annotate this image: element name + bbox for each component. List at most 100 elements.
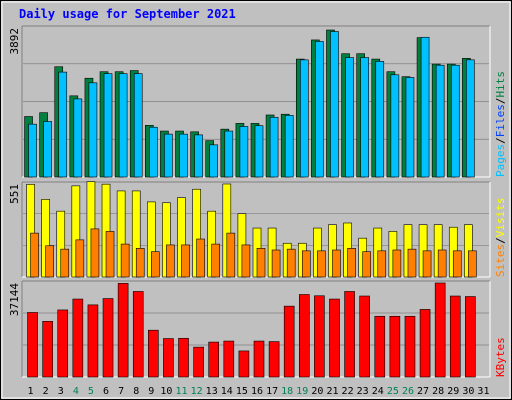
x-tick-label-day-11: 11: [175, 386, 187, 397]
bar-hits-files-day-23: [360, 57, 369, 178]
x-tick-label-day-22: 22: [342, 386, 354, 397]
x-tick-label-day-15: 15: [236, 386, 248, 397]
bar-hits-files-day-26: [405, 77, 415, 178]
bar-hits-files-day-8: [133, 73, 143, 178]
bar-kbytes-kbytes-day-8: [132, 291, 144, 378]
x-tick-label-day-26: 26: [402, 386, 414, 397]
bar-kbytes-kbytes-day-4: [72, 298, 84, 378]
y-max-label-visits: 551: [8, 184, 21, 204]
bar-kbytes-kbytes-day-29: [449, 295, 461, 378]
bar-hits-files-day-12: [194, 134, 203, 178]
bar-hits-files-day-19: [299, 59, 309, 178]
bar-visits-sites-day-30: [468, 250, 477, 278]
bar-visits-sites-day-17: [271, 249, 281, 278]
x-tick-label-day-28: 28: [432, 386, 444, 397]
x-tick-label-day-14: 14: [221, 386, 233, 397]
bar-kbytes-kbytes-day-20: [314, 295, 325, 378]
bar-visits-sites-day-6: [105, 231, 115, 278]
bar-hits-files-day-4: [73, 98, 83, 178]
bar-hits-files-day-22: [345, 57, 354, 178]
bar-kbytes-kbytes-day-10: [163, 338, 174, 378]
x-tick-label-day-9: 9: [148, 386, 154, 397]
bar-visits-sites-day-10: [166, 244, 175, 278]
bar-kbytes-kbytes-day-21: [329, 298, 340, 378]
panel-visits: 551 Sites/Visits: [8, 181, 507, 278]
bar-hits-files-day-21: [330, 31, 339, 178]
bar-kbytes-kbytes-day-16: [253, 340, 265, 378]
bar-kbytes-kbytes-day-22: [344, 291, 355, 378]
bar-hits-files-day-6: [103, 73, 113, 178]
bar-kbytes-kbytes-day-14: [223, 340, 235, 378]
x-tick-label-day-25: 25: [387, 386, 399, 397]
bar-visits-sites-day-29: [452, 250, 462, 278]
bar-hits-files-day-17: [269, 116, 279, 178]
bar-visits-sites-day-7: [120, 243, 130, 278]
bar-kbytes-kbytes-day-24: [374, 315, 386, 378]
x-tick-label-day-24: 24: [372, 386, 384, 397]
bar-visits-sites-day-8: [135, 248, 145, 278]
bar-hits-files-day-5: [88, 82, 98, 178]
x-tick-label-day-10: 10: [160, 386, 172, 397]
x-tick-label-day-5: 5: [88, 386, 94, 397]
bar-visits-sites-day-3: [60, 248, 70, 278]
bar-kbytes-kbytes-day-5: [87, 304, 99, 378]
legend-separator: /: [494, 98, 507, 105]
bar-kbytes-kbytes-day-26: [404, 315, 416, 378]
bar-hits-files-day-29: [450, 64, 460, 178]
bar-hits-files-day-24: [375, 61, 385, 178]
x-tick-label-day-6: 6: [103, 386, 109, 397]
bar-hits-files-day-10: [164, 133, 173, 178]
bar-visits-sites-day-21: [332, 249, 341, 278]
x-tick-label-day-31: 31: [477, 386, 489, 397]
bar-kbytes-kbytes-day-1: [27, 312, 38, 378]
bar-kbytes-kbytes-day-12: [193, 346, 204, 378]
legend-separator: /: [494, 137, 507, 144]
bar-visits-sites-day-13: [211, 243, 221, 278]
legend-visits: Sites/Visits: [494, 198, 507, 278]
x-tick-label-day-16: 16: [251, 386, 263, 397]
bar-hits-files-day-15: [239, 126, 249, 178]
x-tick-label-day-30: 30: [462, 386, 474, 397]
legend-item-files: Files: [494, 104, 507, 137]
x-tick-label-day-8: 8: [133, 386, 139, 397]
bar-kbytes-kbytes-day-9: [148, 329, 159, 378]
bar-visits-sites-day-2: [45, 245, 54, 278]
bar-visits-sites-day-24: [377, 250, 387, 278]
bar-hits-files-day-16: [254, 125, 264, 178]
bar-hits-files-day-25: [390, 74, 400, 178]
legend-kbytes: KBytes: [494, 337, 507, 377]
x-tick-label-day-4: 4: [73, 386, 79, 397]
x-tick-label-day-3: 3: [58, 386, 64, 397]
panel-kbytes: 37144 KBytes: [8, 280, 507, 378]
bar-kbytes-kbytes-day-11: [178, 337, 189, 378]
bar-kbytes-kbytes-day-13: [208, 341, 220, 378]
bar-visits-sites-day-25: [392, 249, 402, 278]
legend-hits: Pages/Files/Hits: [494, 71, 507, 177]
bar-kbytes-kbytes-day-15: [238, 350, 250, 378]
x-tick-label-day-2: 2: [43, 386, 49, 397]
bar-visits-sites-day-14: [226, 232, 236, 278]
x-tick-label-day-20: 20: [311, 386, 323, 397]
bar-hits-files-day-14: [224, 130, 234, 178]
bar-kbytes-kbytes-day-25: [389, 315, 401, 378]
bar-visits-sites-day-16: [256, 248, 266, 278]
bar-kbytes-kbytes-day-3: [57, 309, 69, 378]
bar-hits-files-day-18: [284, 115, 294, 178]
bar-visits-sites-day-27: [422, 250, 432, 278]
legend-separator: /: [494, 237, 507, 244]
bar-visits-sites-day-26: [407, 248, 417, 278]
bar-hits-files-day-13: [209, 144, 219, 178]
bar-hits-files-day-9: [149, 126, 158, 178]
x-tick-label-day-7: 7: [118, 386, 124, 397]
bar-hits-files-day-30: [466, 59, 475, 178]
bar-hits-files-day-27: [420, 36, 430, 178]
bar-kbytes-kbytes-day-19: [298, 294, 310, 378]
bar-hits-files-day-11: [179, 133, 188, 178]
bar-hits-files-day-2: [43, 121, 52, 178]
bar-visits-sites-day-11: [181, 244, 190, 278]
bar-kbytes-kbytes-day-2: [42, 321, 53, 378]
